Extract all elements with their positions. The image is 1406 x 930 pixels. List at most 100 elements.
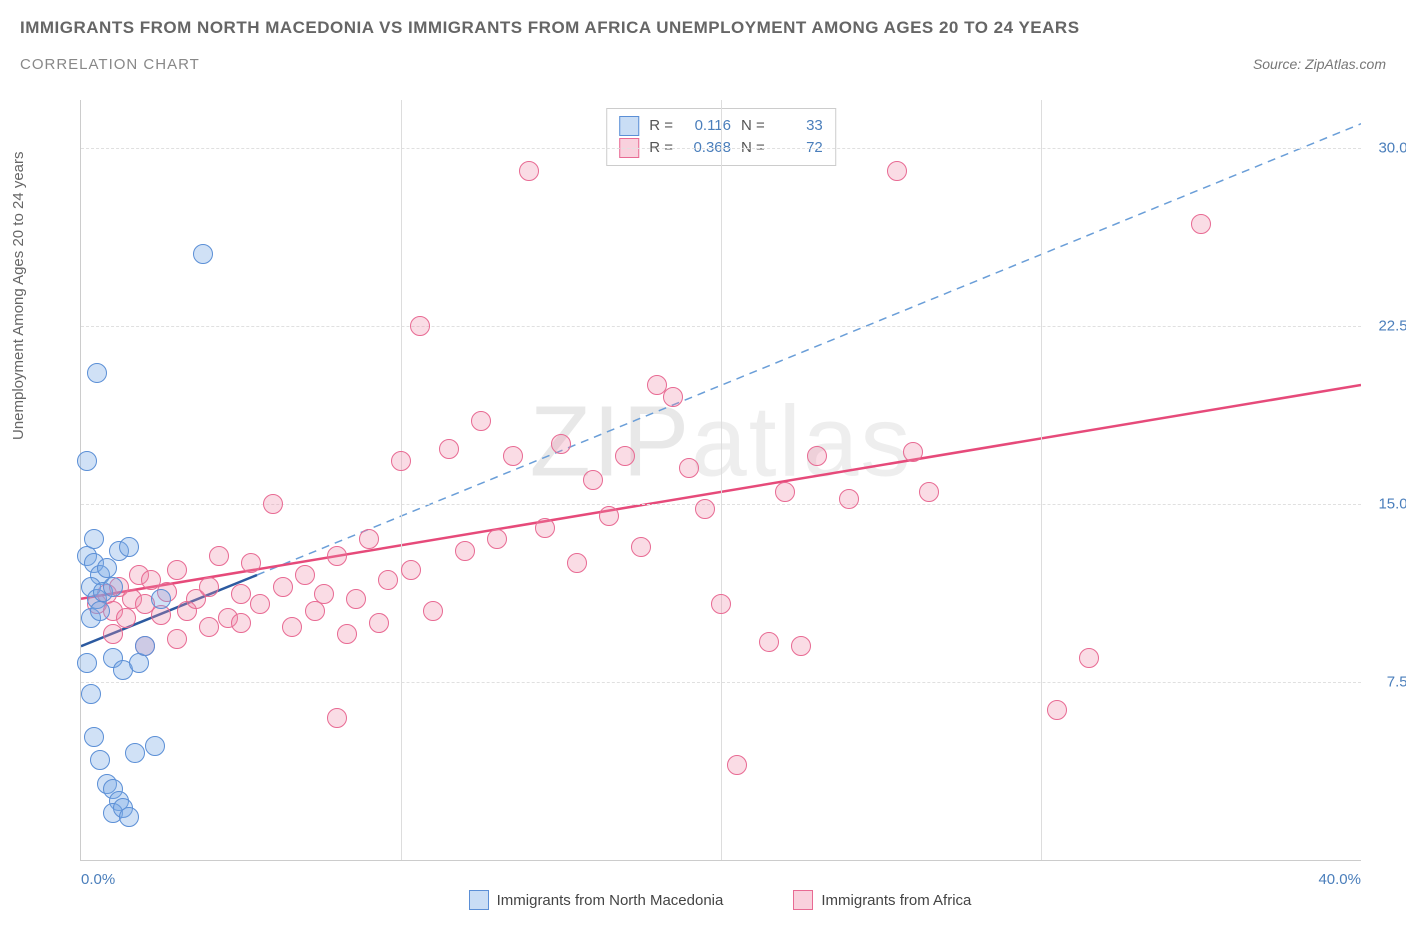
grid-line-v	[1041, 100, 1042, 860]
scatter-point	[727, 755, 747, 775]
scatter-point	[193, 244, 213, 264]
scatter-point	[503, 446, 523, 466]
scatter-point	[119, 807, 139, 827]
subtitle-row: CORRELATION CHART Source: ZipAtlas.com	[20, 56, 1386, 73]
n-value-blue: 33	[775, 115, 823, 137]
scatter-point	[327, 708, 347, 728]
y-tick-label: 30.0%	[1366, 139, 1406, 156]
series-legend: Immigrants from North Macedonia Immigran…	[80, 890, 1360, 910]
scatter-point	[663, 387, 683, 407]
scatter-point	[241, 553, 261, 573]
scatter-point	[90, 750, 110, 770]
scatter-point	[209, 546, 229, 566]
r-value-blue: 0.116	[683, 115, 731, 137]
legend-item-pink: Immigrants from Africa	[793, 890, 971, 910]
scatter-point	[1079, 648, 1099, 668]
scatter-point	[145, 736, 165, 756]
chart-subtitle: CORRELATION CHART	[20, 56, 200, 73]
scatter-point	[231, 613, 251, 633]
scatter-point	[711, 594, 731, 614]
y-axis-label: Unemployment Among Ages 20 to 24 years	[10, 151, 27, 440]
scatter-point	[919, 482, 939, 502]
scatter-point	[87, 363, 107, 383]
scatter-point	[369, 613, 389, 633]
scatter-point	[487, 529, 507, 549]
scatter-point	[410, 316, 430, 336]
series-name-blue: Immigrants from North Macedonia	[497, 892, 724, 909]
scatter-point	[167, 629, 187, 649]
chart-title: IMMIGRANTS FROM NORTH MACEDONIA VS IMMIG…	[20, 18, 1386, 38]
x-tick-label-min: 0.0%	[81, 871, 115, 888]
scatter-point	[567, 553, 587, 573]
legend-item-blue: Immigrants from North Macedonia	[469, 890, 724, 910]
scatter-point	[81, 684, 101, 704]
scatter-point	[1191, 214, 1211, 234]
scatter-point	[314, 584, 334, 604]
scatter-point	[337, 624, 357, 644]
y-tick-label: 22.5%	[1366, 317, 1406, 334]
scatter-point	[791, 636, 811, 656]
scatter-point	[1047, 700, 1067, 720]
grid-line-v	[401, 100, 402, 860]
scatter-point	[775, 482, 795, 502]
scatter-point	[631, 537, 651, 557]
chart-container: Unemployment Among Ages 20 to 24 years Z…	[20, 90, 1386, 910]
scatter-point	[135, 636, 155, 656]
scatter-point	[471, 411, 491, 431]
scatter-point	[401, 560, 421, 580]
n-label: N =	[741, 115, 765, 137]
scatter-point	[282, 617, 302, 637]
scatter-point	[199, 617, 219, 637]
swatch-blue-icon	[469, 890, 489, 910]
scatter-point	[231, 584, 251, 604]
y-tick-label: 7.5%	[1366, 673, 1406, 690]
scatter-point	[327, 546, 347, 566]
scatter-point	[759, 632, 779, 652]
scatter-point	[263, 494, 283, 514]
series-name-pink: Immigrants from Africa	[821, 892, 971, 909]
r-label: R =	[649, 115, 673, 137]
scatter-point	[839, 489, 859, 509]
scatter-point	[583, 470, 603, 490]
scatter-point	[250, 594, 270, 614]
scatter-point	[615, 446, 635, 466]
scatter-point	[125, 743, 145, 763]
scatter-point	[551, 434, 571, 454]
scatter-point	[378, 570, 398, 590]
scatter-point	[391, 451, 411, 471]
scatter-point	[77, 451, 97, 471]
scatter-point	[903, 442, 923, 462]
swatch-blue-icon	[619, 116, 639, 136]
scatter-point	[535, 518, 555, 538]
scatter-point	[295, 565, 315, 585]
scatter-point	[346, 589, 366, 609]
x-tick-label-max: 40.0%	[1318, 871, 1361, 888]
scatter-point	[151, 589, 171, 609]
scatter-point	[439, 439, 459, 459]
source-attribution: Source: ZipAtlas.com	[1253, 56, 1386, 72]
scatter-point	[359, 529, 379, 549]
swatch-pink-icon	[793, 890, 813, 910]
watermark-thin: atlas	[691, 386, 912, 498]
scatter-point	[599, 506, 619, 526]
scatter-point	[695, 499, 715, 519]
scatter-point	[455, 541, 475, 561]
scatter-point	[103, 624, 123, 644]
header: IMMIGRANTS FROM NORTH MACEDONIA VS IMMIG…	[0, 0, 1406, 73]
y-tick-label: 15.0%	[1366, 495, 1406, 512]
scatter-point	[84, 529, 104, 549]
scatter-point	[887, 161, 907, 181]
scatter-point	[167, 560, 187, 580]
scatter-point	[90, 601, 110, 621]
scatter-point	[679, 458, 699, 478]
scatter-point	[77, 653, 97, 673]
scatter-point	[807, 446, 827, 466]
scatter-point	[519, 161, 539, 181]
scatter-point	[116, 608, 136, 628]
scatter-point	[103, 577, 123, 597]
grid-line-v	[721, 100, 722, 860]
scatter-point	[273, 577, 293, 597]
scatter-point	[84, 727, 104, 747]
scatter-point	[423, 601, 443, 621]
plot-area: ZIPatlas R = 0.116 N = 33 R = 0.368 N = …	[80, 100, 1361, 861]
